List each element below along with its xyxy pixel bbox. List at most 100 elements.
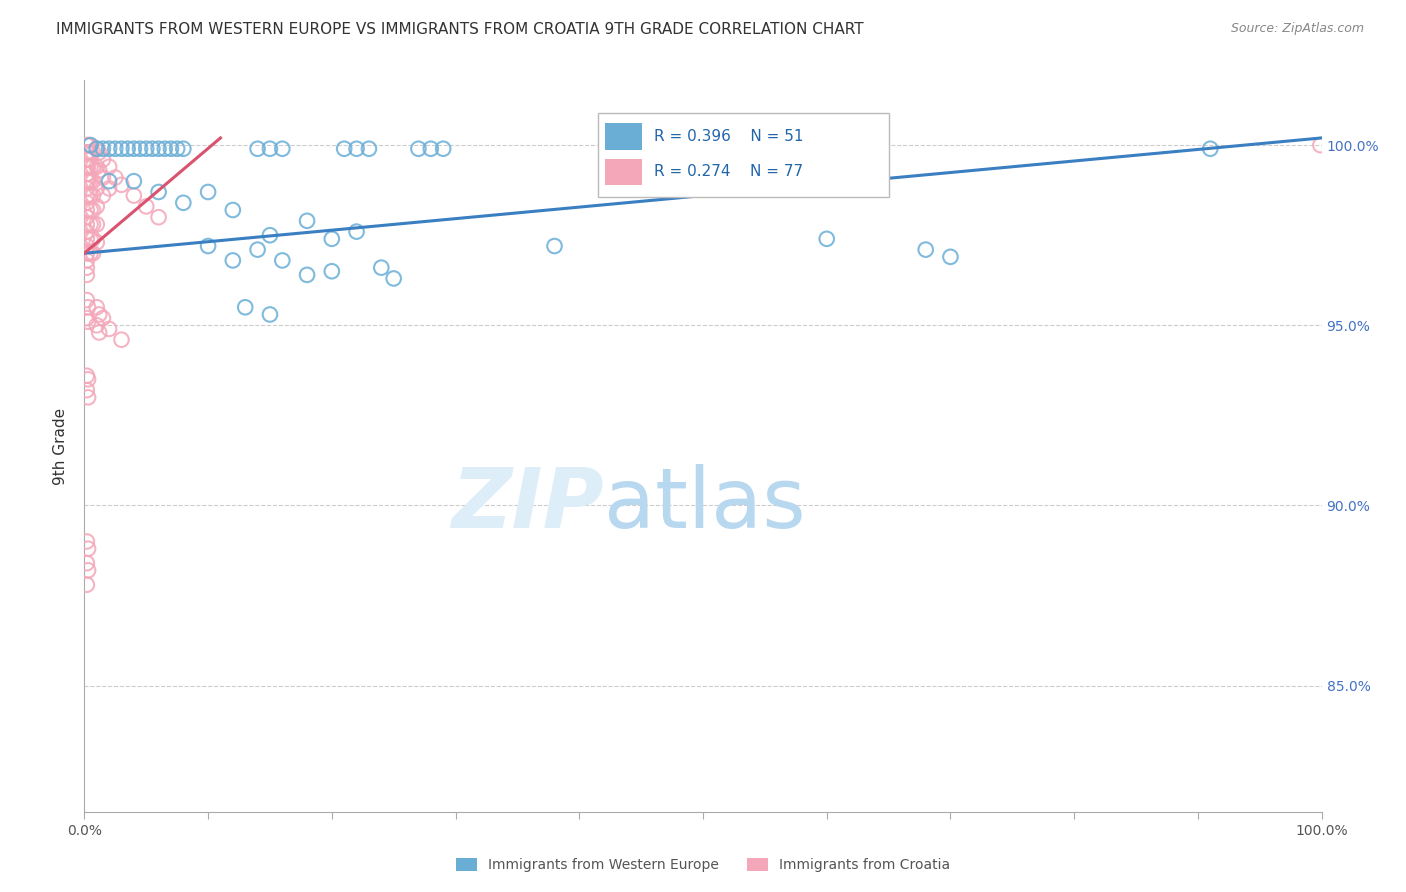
Point	[172, 142, 194, 156]
Point	[76, 138, 98, 153]
Point	[77, 315, 100, 329]
Point	[129, 142, 152, 156]
Point	[76, 188, 98, 202]
Text: ZIP: ZIP	[451, 464, 605, 545]
Point	[914, 243, 936, 257]
Point	[98, 142, 121, 156]
Point	[135, 142, 157, 156]
Point	[76, 239, 98, 253]
Point	[79, 138, 101, 153]
Text: Source: ZipAtlas.com: Source: ZipAtlas.com	[1230, 22, 1364, 36]
Point	[77, 153, 100, 167]
Point	[79, 138, 101, 153]
Point	[110, 333, 132, 347]
Point	[82, 174, 104, 188]
Point	[432, 142, 454, 156]
Point	[122, 188, 145, 202]
Point	[82, 188, 104, 202]
Point	[79, 160, 101, 174]
Point	[76, 232, 98, 246]
Point	[86, 235, 108, 250]
Point	[82, 232, 104, 246]
Point	[321, 232, 343, 246]
Point	[76, 260, 98, 275]
Point	[939, 250, 962, 264]
Point	[408, 142, 430, 156]
Point	[91, 188, 114, 202]
Point	[76, 556, 98, 570]
Text: R = 0.274    N = 77: R = 0.274 N = 77	[654, 164, 803, 179]
Point	[110, 178, 132, 192]
Point	[76, 578, 98, 592]
Point	[77, 563, 100, 577]
Point	[98, 181, 121, 195]
Point	[346, 142, 368, 156]
Point	[98, 174, 121, 188]
Point	[321, 264, 343, 278]
Point	[76, 293, 98, 307]
Point	[233, 300, 256, 314]
Point	[89, 326, 111, 340]
Point	[76, 174, 98, 188]
Point	[86, 142, 108, 156]
Point	[370, 260, 392, 275]
Point	[76, 268, 98, 282]
Point	[104, 170, 127, 185]
Point	[76, 311, 98, 326]
Point	[82, 145, 104, 160]
Point	[110, 142, 132, 156]
Point	[91, 311, 114, 326]
Point	[259, 228, 281, 243]
Point	[160, 142, 183, 156]
Point	[77, 174, 100, 188]
Point	[77, 167, 100, 181]
Point	[79, 218, 101, 232]
Point	[1309, 138, 1331, 153]
Point	[79, 246, 101, 260]
Point	[222, 253, 245, 268]
Point	[1199, 142, 1222, 156]
FancyBboxPatch shape	[605, 123, 643, 150]
Point	[271, 142, 294, 156]
Point	[246, 243, 269, 257]
Point	[91, 170, 114, 185]
Point	[89, 163, 111, 178]
Point	[259, 142, 281, 156]
Point	[98, 322, 121, 336]
Point	[76, 202, 98, 217]
Point	[77, 541, 100, 556]
Point	[76, 145, 98, 160]
Point	[346, 225, 368, 239]
Point	[76, 153, 98, 167]
Point	[86, 199, 108, 213]
Point	[295, 268, 318, 282]
Point	[605, 142, 627, 156]
Point	[98, 160, 121, 174]
Point	[135, 199, 157, 213]
Point	[382, 271, 405, 285]
Point	[122, 142, 145, 156]
Point	[166, 142, 188, 156]
Point	[79, 188, 101, 202]
Point	[357, 142, 380, 156]
Point	[76, 167, 98, 181]
Point	[77, 372, 100, 386]
Point	[222, 202, 245, 217]
Point	[76, 383, 98, 397]
Point	[172, 195, 194, 210]
Point	[89, 308, 111, 322]
Point	[543, 239, 565, 253]
Point	[153, 142, 176, 156]
Point	[86, 181, 108, 195]
Point	[86, 218, 108, 232]
Point	[197, 239, 219, 253]
Point	[76, 181, 98, 195]
Point	[141, 142, 163, 156]
Point	[77, 138, 100, 153]
Point	[86, 160, 108, 174]
Point	[77, 300, 100, 314]
Point	[79, 232, 101, 246]
Point	[76, 195, 98, 210]
Point	[82, 218, 104, 232]
Point	[82, 202, 104, 217]
